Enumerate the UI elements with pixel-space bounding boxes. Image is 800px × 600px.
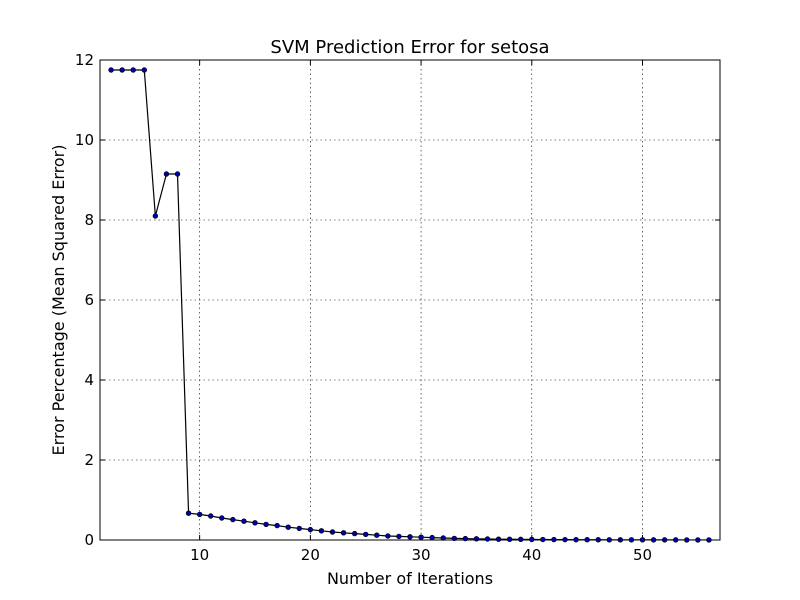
data-point [684,537,690,543]
data-point [661,537,668,543]
data-point [219,515,225,521]
data-point [130,67,136,73]
data-point [595,537,601,543]
tick-labels: 10 20 30 40 50 0 2 4 6 8 10 12 [75,51,652,564]
data-point [429,534,435,541]
data-point [108,67,114,73]
data-point [296,525,302,532]
data-point [241,518,247,524]
data-point [163,171,170,177]
data-point [185,510,192,516]
data-point [374,532,380,538]
x-axis-label: Number of Iterations [327,569,493,588]
x-tick-label: 40 [522,546,541,564]
data-point [617,537,624,543]
data-point [396,533,402,540]
y-tick-label: 12 [75,51,94,69]
data-point [307,526,314,533]
data-point [606,537,612,543]
data-point [351,530,358,537]
data-point [230,516,236,523]
data-point [119,67,125,73]
data-point [473,536,480,542]
y-tick-label: 4 [84,371,94,389]
data-point [418,534,424,540]
data-point [551,536,557,543]
data-point [440,535,446,541]
chart-title: SVM Prediction Error for setosa [270,37,549,58]
series-markers [108,67,712,543]
data-point [174,171,181,177]
data-point [363,531,369,538]
data-point [506,536,513,542]
y-tick-label: 6 [84,291,94,309]
data-point [584,537,590,543]
data-point [639,537,646,543]
data-point [252,520,258,526]
data-point [562,536,568,543]
y-axis-label: Error Percentage (Mean Squared Error) [49,145,68,456]
data-point [462,535,469,542]
data-point [274,522,280,529]
data-point [141,67,147,73]
data-point [484,536,491,542]
data-point [340,530,347,536]
y-tick-label: 2 [84,451,94,469]
data-point [208,513,214,519]
data-point [495,536,502,542]
data-point [529,536,535,543]
series-line [111,69,709,541]
y-tick-label: 0 [84,531,94,549]
data-point [695,537,701,543]
data-point [650,537,657,543]
data-point [540,536,546,543]
data-point [152,213,159,219]
data-point [518,536,524,543]
data-point [318,528,325,534]
data-point [263,521,269,528]
data-point [706,537,712,543]
data-point [628,537,635,543]
data-point [673,537,679,543]
data-point [385,533,391,539]
y-tick-label: 10 [75,131,94,149]
data-point [196,511,203,518]
data-point [285,524,291,530]
grid [100,60,720,540]
y-tick-label: 8 [84,211,94,229]
data-point [451,535,457,542]
data-point [329,529,336,535]
x-tick-label: 20 [301,546,320,564]
x-tick-label: 50 [633,546,652,564]
data-point [407,534,413,540]
data-point [573,536,579,543]
x-tick-label: 30 [412,546,431,564]
x-tick-label: 10 [190,546,209,564]
